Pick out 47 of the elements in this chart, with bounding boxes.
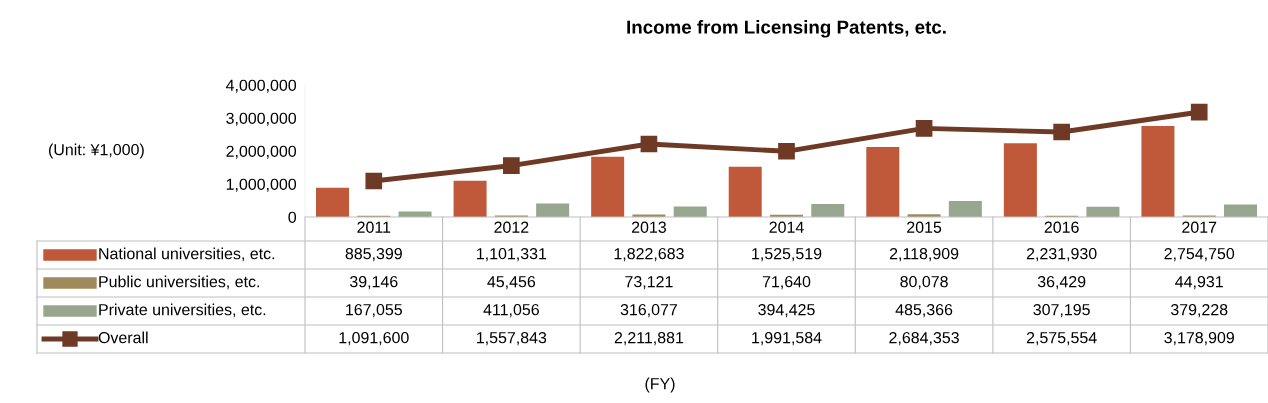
data-label: 379,228: [1170, 303, 1228, 318]
x-tick-label: 2015: [907, 221, 942, 233]
data-label: 167,055: [346, 303, 402, 318]
data-label: 39,146: [349, 275, 398, 290]
text: (FY): [645, 377, 675, 393]
data-label: 2,575,554: [1026, 331, 1097, 346]
data-label: 411,056: [483, 303, 539, 318]
data-label: 1,991,584: [752, 331, 822, 346]
x-tick-label: 2017: [1182, 221, 1217, 233]
data-label: 1,525,519: [752, 247, 822, 262]
data-label: 73,121: [625, 275, 673, 290]
data-label: 44,931: [1175, 275, 1223, 290]
x-tick-label: 2014: [769, 221, 804, 233]
legend-label: Public universities, etc.: [99, 275, 259, 290]
data-label: 36,429: [1037, 275, 1086, 290]
x-tick-label: 2011: [357, 221, 391, 233]
text: (Unit: ¥1,000): [48, 143, 144, 159]
data-label: 1,091,600: [339, 331, 409, 346]
data-label: 71,640: [762, 275, 811, 290]
data-label: 1,822,683: [614, 247, 684, 262]
data-label: 2,754,750: [1164, 247, 1235, 262]
data-label: 307,195: [1033, 303, 1090, 318]
data-label: 2,211,881: [614, 331, 684, 346]
legend-label: Overall: [98, 331, 148, 344]
y-tick-label: 1,000,000: [226, 178, 297, 192]
chart-title: Income from Licensing Patents, etc.: [627, 20, 946, 38]
data-label: 80,078: [900, 275, 948, 290]
y-tick-label: 0: [288, 211, 297, 223]
y-tick-label: 2,000,000: [226, 145, 297, 159]
x-tick-label: 2016: [1044, 221, 1079, 233]
data-label: 316,077: [620, 303, 677, 318]
data-label: 394,425: [758, 303, 815, 318]
y-tick-label: 3,000,000: [226, 112, 297, 126]
legend-label: National universities, etc.: [99, 247, 275, 262]
y-tick-label: 4,000,000: [225, 79, 297, 93]
data-label: 2,231,930: [1026, 247, 1097, 262]
data-label: 2,118,909: [889, 247, 959, 262]
x-tick-label: 2012: [494, 221, 529, 233]
data-label: 2,684,353: [889, 331, 959, 346]
data-label: 485,366: [895, 303, 953, 318]
data-label: 3,178,909: [1164, 331, 1234, 346]
data-label: 45,456: [487, 275, 536, 290]
data-label: 1,557,843: [477, 331, 547, 346]
legend-label: Private universities, etc.: [99, 303, 266, 318]
data-label: 1,101,331: [477, 247, 547, 262]
x-tick-label: 2013: [631, 221, 666, 233]
data-label: 885,399: [345, 247, 402, 262]
